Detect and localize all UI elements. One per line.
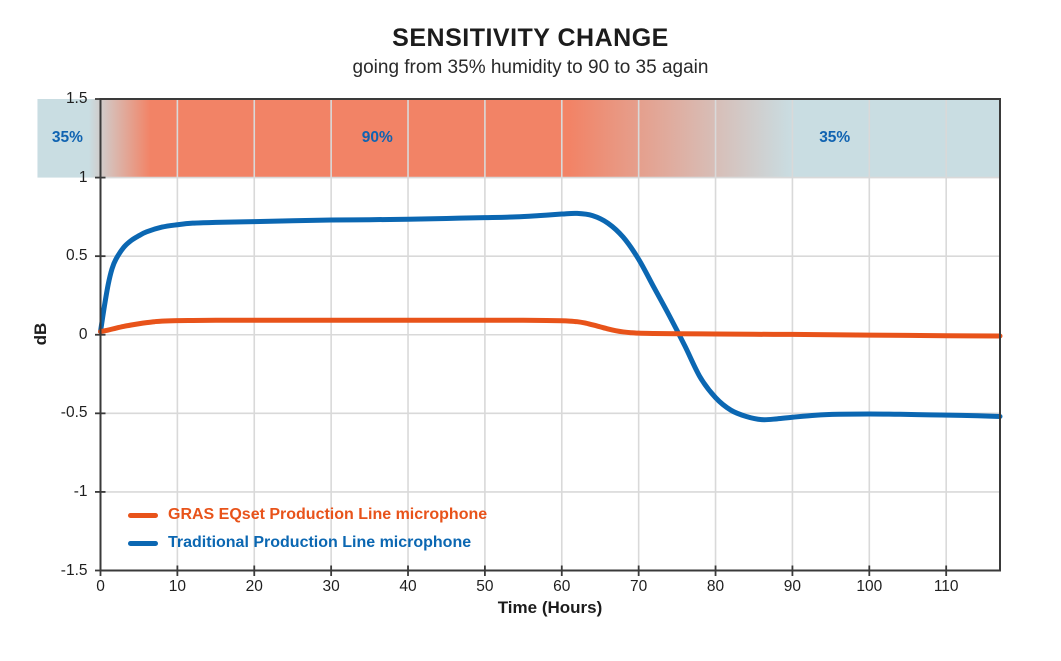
legend: GRAS EQset Production Line microphone Tr… xyxy=(128,501,487,557)
y-tick-label: 1 xyxy=(78,168,88,186)
legend-item-gras-eqset: GRAS EQset Production Line microphone xyxy=(128,501,487,529)
x-tick-label: 100 xyxy=(856,578,883,595)
humidity-zone-label-90: 90% xyxy=(361,129,393,147)
series-line-traditional xyxy=(98,210,1003,423)
y-tick-label: -1 xyxy=(73,482,88,500)
humidity-zone-label-35-second: 35% xyxy=(819,129,851,147)
humidity-zone-label-35-first: 35% xyxy=(51,129,83,147)
y-tick-label: -1.5 xyxy=(60,561,88,579)
x-tick-label: 60 xyxy=(553,578,571,595)
x-tick-label: 20 xyxy=(245,578,263,595)
legend-label: GRAS EQset Production Line microphone xyxy=(168,506,488,523)
y-tick-label: 0.5 xyxy=(65,247,88,265)
x-tick-label: 90 xyxy=(783,578,802,595)
plot-frame xyxy=(99,98,1001,572)
chart-subtitle: going from 35% humidity to 90 to 35 agai… xyxy=(352,57,709,78)
x-tick-label: 40 xyxy=(399,578,417,595)
y-tick-label: 0 xyxy=(78,325,88,343)
humidity-band xyxy=(37,99,1000,178)
x-tick-label: 70 xyxy=(630,578,648,595)
x-tick-label: 110 xyxy=(933,578,959,595)
y-axis-title: dB xyxy=(31,322,50,346)
x-axis-title: Time (Hours) xyxy=(497,598,603,617)
y-tick-label: -0.5 xyxy=(60,404,88,422)
legend-label: Traditional Production Line microphone xyxy=(168,534,472,551)
series-line-gras-eqset xyxy=(98,317,1003,339)
x-tick-label: 10 xyxy=(168,578,186,595)
legend-swatch-blue xyxy=(128,540,158,546)
x-tick-label: 30 xyxy=(322,578,340,595)
x-tick-label: 0 xyxy=(96,578,105,595)
y-tick-label: 1.5 xyxy=(65,90,88,107)
legend-swatch-orange xyxy=(128,512,158,518)
x-tick-label: 80 xyxy=(706,578,725,595)
legend-item-traditional: Traditional Production Line microphone xyxy=(128,529,487,557)
chart-title: SENSITIVITY CHANGE xyxy=(392,24,669,52)
x-tick-label: 50 xyxy=(476,578,494,595)
